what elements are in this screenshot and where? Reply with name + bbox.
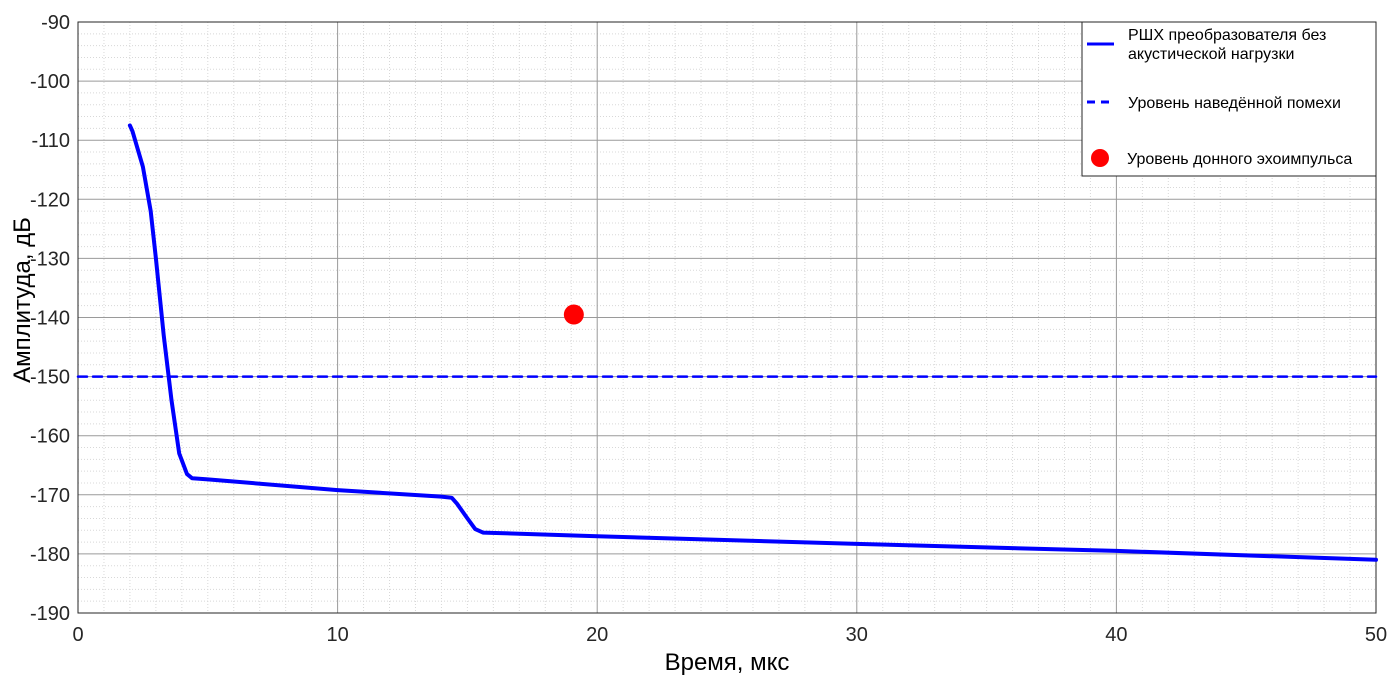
- x-tick-label: 20: [586, 624, 608, 646]
- y-tick-label: -100: [30, 71, 70, 93]
- y-tick-label: -110: [31, 130, 70, 152]
- y-tick-label: -160: [30, 426, 70, 448]
- y-tick-label: -190: [30, 603, 70, 625]
- legend: РШХ преобразователя без акустической наг…: [1081, 21, 1377, 177]
- minor-grid: [78, 22, 1376, 613]
- y-tick-label: -90: [41, 12, 70, 34]
- x-tick-label: 10: [326, 624, 348, 646]
- data-point: [563, 304, 584, 325]
- y-tick-label: -170: [30, 485, 70, 507]
- y-axis-ticks: -90 -100 -110 -120 -130 -140 -150 -160 -170 -180 -…: [30, 12, 70, 625]
- x-tick-label: 40: [1105, 624, 1127, 646]
- legend-box: [1081, 21, 1377, 177]
- x-axis-label: Время, мкс: [665, 649, 790, 675]
- plot-frame: [77, 21, 1377, 614]
- legend-label-solid-line: РШХ преобразователя без акустической наг…: [1128, 27, 1331, 63]
- x-axis-ticks: 0 10 20 30 40 50: [72, 624, 1387, 646]
- x-tick-label: 30: [846, 624, 868, 646]
- legend-swatch-red-marker: [1091, 149, 1109, 167]
- x-tick-label: 50: [1365, 624, 1387, 646]
- series-layer: [76, 123, 1378, 562]
- y-tick-label: -150: [30, 367, 70, 389]
- legend-label-solid-line-row-1: РШХ преобразователя без: [1128, 27, 1326, 44]
- legend-label-solid-line-row-2: акустической нагрузки: [1128, 46, 1294, 63]
- y-tick-label: -180: [30, 544, 70, 566]
- y-tick-label: -130: [30, 248, 70, 270]
- y-tick-label: -120: [30, 189, 70, 211]
- y-axis-label: Амплитуда, дБ: [9, 217, 36, 383]
- y-tick-label: -140: [30, 308, 70, 330]
- x-tick-label: 0: [72, 624, 83, 646]
- legend-label-dashed-line: Уровень наведённой помехи: [1128, 95, 1341, 112]
- series-solid-line: [127, 123, 1378, 562]
- legend-label-red-marker: Уровень донного эхоимпульса: [1127, 151, 1352, 168]
